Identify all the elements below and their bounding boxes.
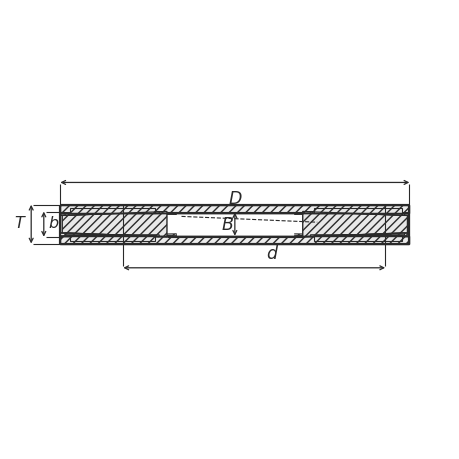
Text: T: T bbox=[15, 215, 24, 230]
Polygon shape bbox=[292, 233, 409, 236]
Polygon shape bbox=[60, 213, 176, 216]
Text: d: d bbox=[266, 245, 277, 263]
Polygon shape bbox=[62, 212, 167, 237]
Polygon shape bbox=[60, 236, 409, 244]
Bar bbox=[176, 214, 292, 235]
Polygon shape bbox=[313, 235, 401, 241]
Polygon shape bbox=[292, 213, 409, 216]
Polygon shape bbox=[60, 205, 409, 213]
Polygon shape bbox=[313, 208, 401, 214]
Polygon shape bbox=[70, 235, 155, 241]
Polygon shape bbox=[310, 212, 403, 216]
Text: b: b bbox=[49, 215, 59, 230]
Polygon shape bbox=[70, 208, 155, 214]
Polygon shape bbox=[65, 212, 159, 216]
Polygon shape bbox=[302, 212, 407, 237]
Polygon shape bbox=[65, 233, 159, 237]
Polygon shape bbox=[310, 233, 403, 237]
Text: B: B bbox=[221, 216, 232, 234]
Polygon shape bbox=[70, 208, 155, 214]
Polygon shape bbox=[60, 233, 176, 236]
Text: D: D bbox=[228, 190, 241, 208]
